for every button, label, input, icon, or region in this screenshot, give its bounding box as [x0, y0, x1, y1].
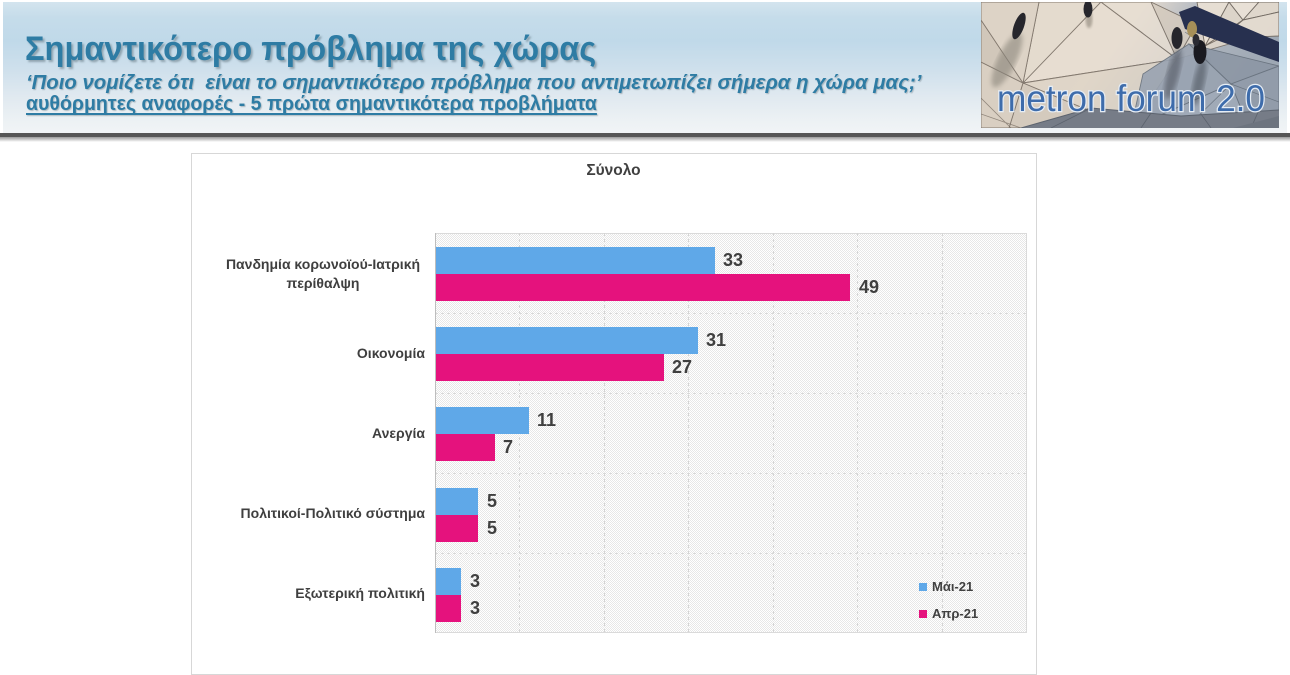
svg-text:metron forum 2.0: metron forum 2.0: [997, 78, 1265, 119]
